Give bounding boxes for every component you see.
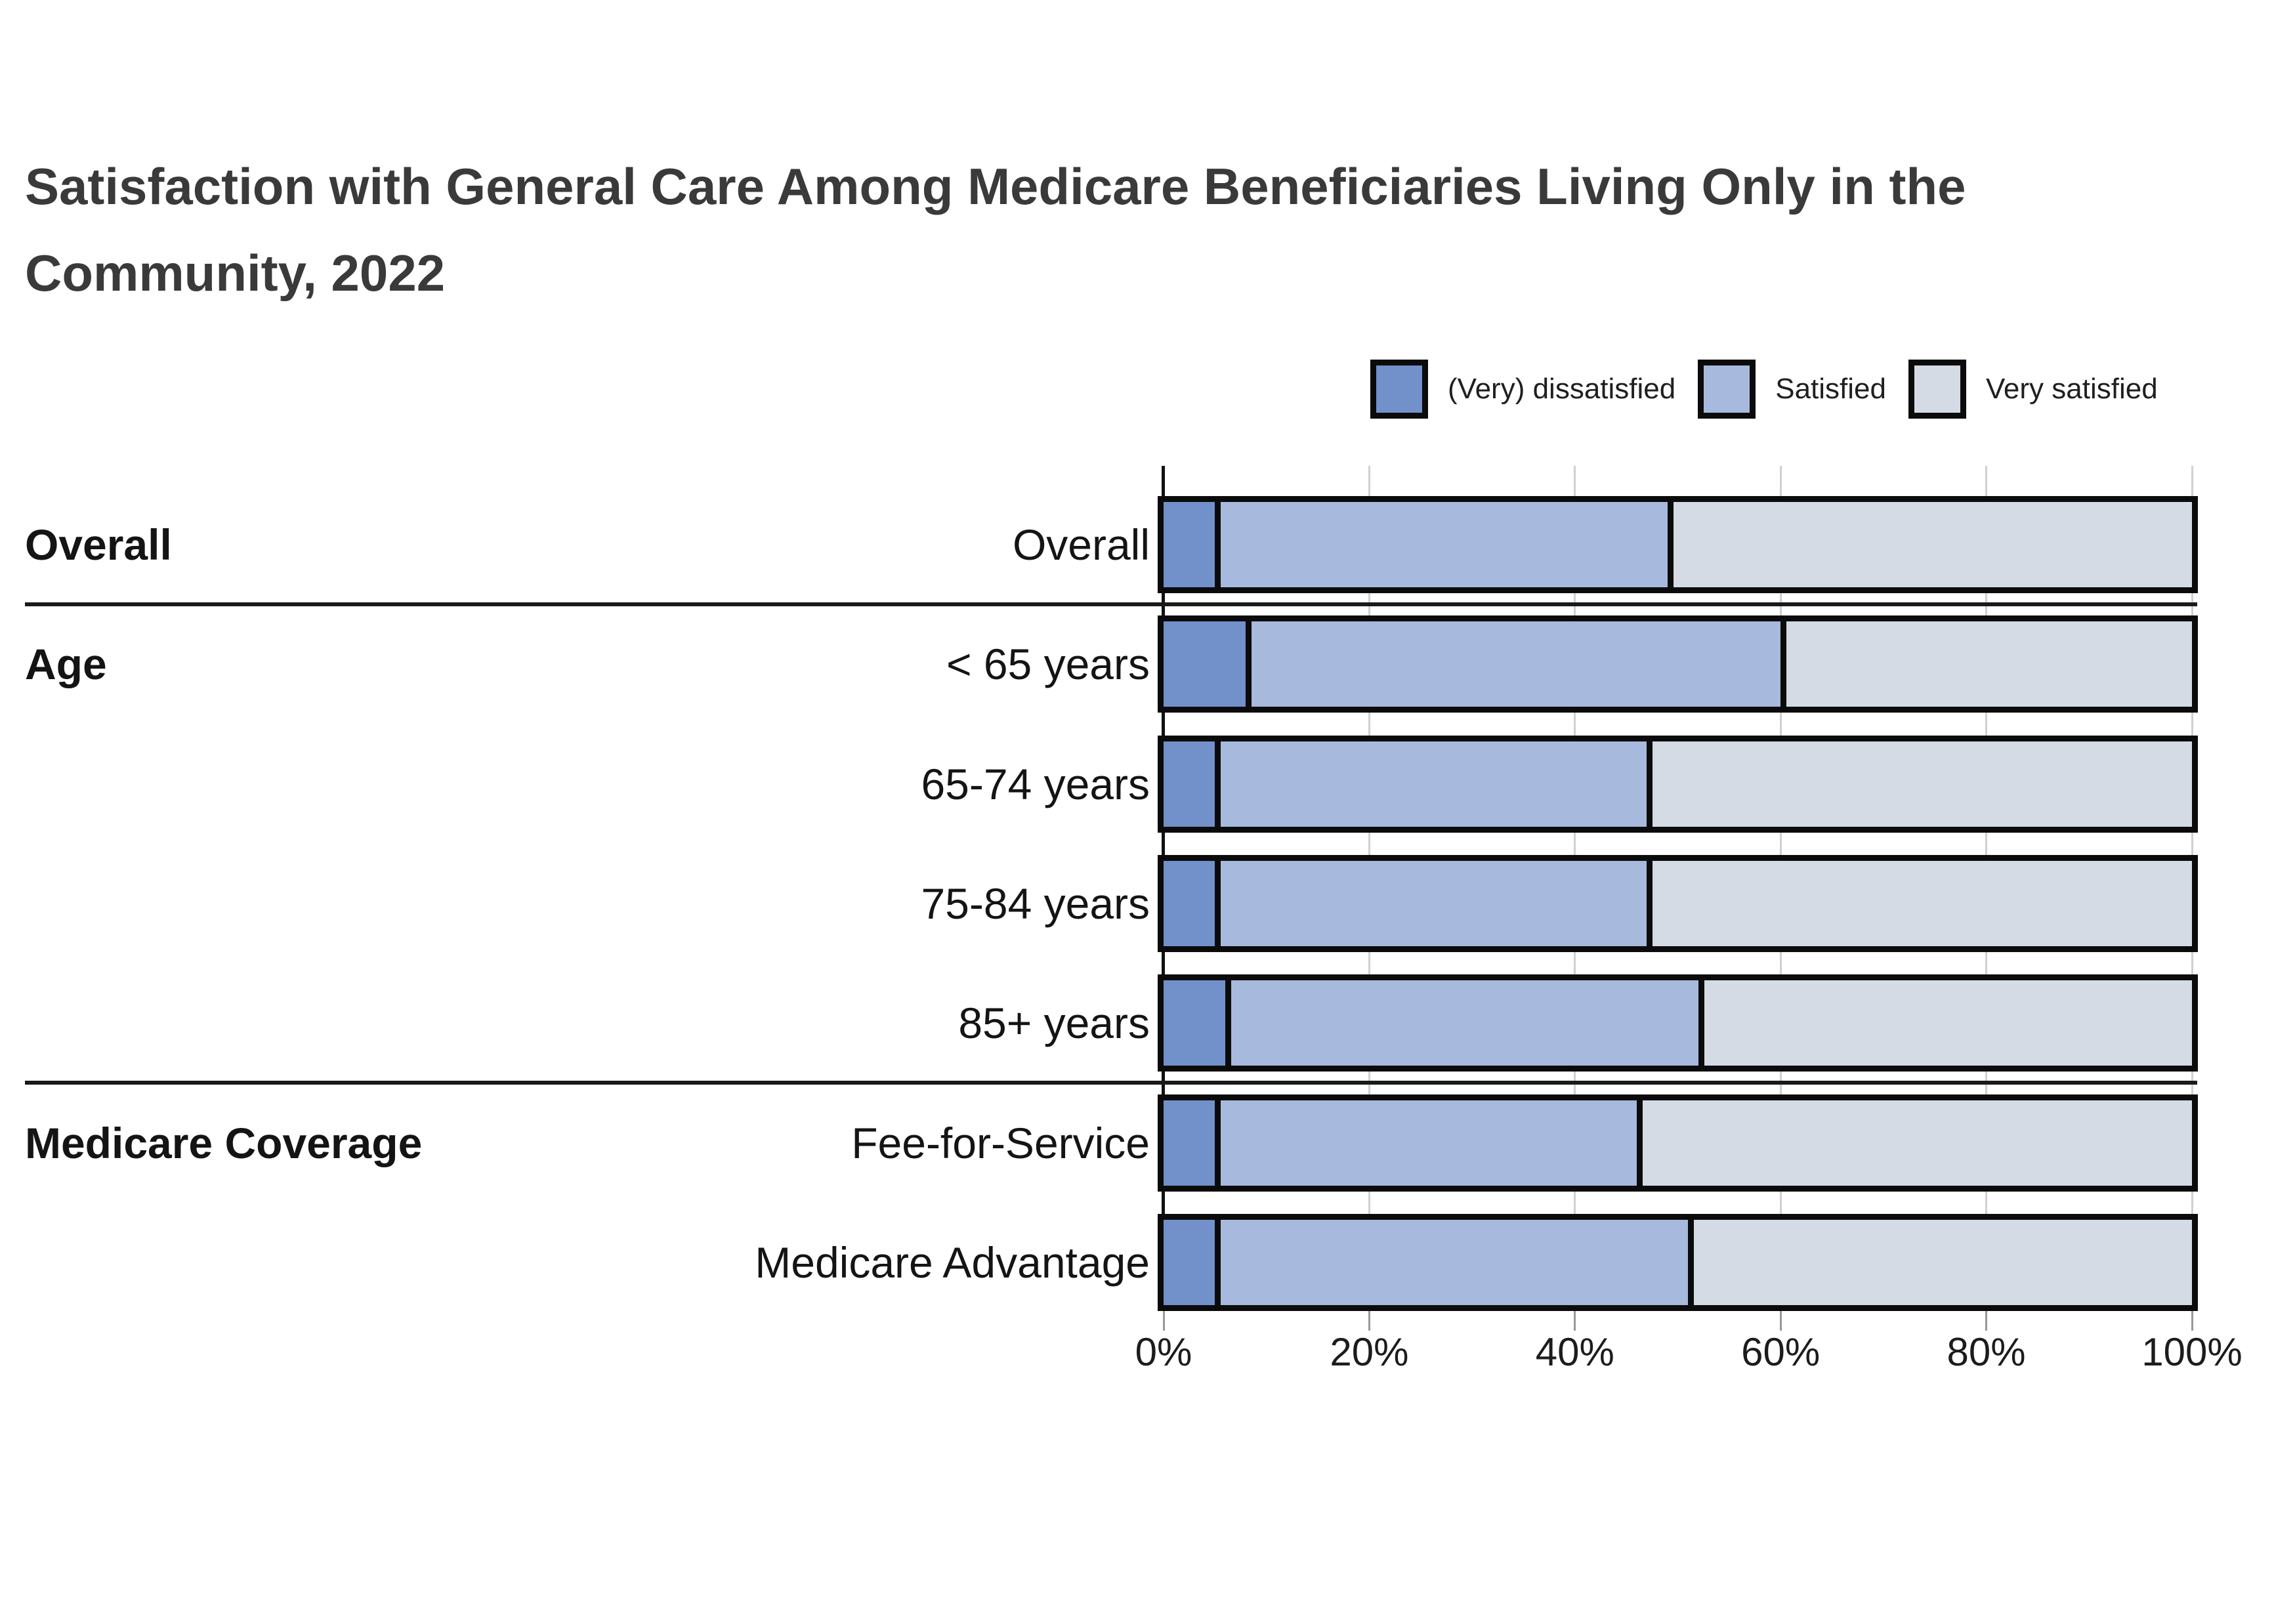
- bar-segment-very_satisfied: [1698, 980, 2192, 1066]
- bar-segment-dissatisfied: [1164, 980, 1226, 1066]
- legend-label: Very satisfied: [1986, 373, 2158, 405]
- bar-segment-satisfied: [1246, 621, 1781, 707]
- bar-segment-very_satisfied: [1636, 1100, 2192, 1186]
- legend-item: Very satisfied: [1908, 360, 2158, 419]
- bar-segment-very_satisfied: [1780, 621, 2192, 707]
- bar-segment-satisfied: [1215, 502, 1668, 587]
- x-tick-20: [1368, 1311, 1370, 1331]
- group-label-age: Age: [25, 640, 107, 689]
- group-label-medicare-coverage: Medicare Coverage: [25, 1118, 423, 1167]
- legend-swatch-icon: [1698, 360, 1756, 419]
- bar-segment-satisfied: [1215, 1219, 1689, 1305]
- group-separator-0: [25, 602, 2197, 607]
- group-separator-1: [25, 1081, 2197, 1085]
- legend-swatch-icon: [1370, 360, 1428, 419]
- x-tick-label-80: 80%: [1947, 1330, 2026, 1374]
- row-label-85-years: 85+ years: [958, 999, 1150, 1048]
- bar-segment-very_satisfied: [1647, 741, 2192, 827]
- legend-label: (Very) dissatisfied: [1448, 373, 1676, 405]
- bar-segment-satisfied: [1215, 860, 1647, 946]
- legend-label: Satisfied: [1775, 373, 1886, 405]
- legend-item: Satisfied: [1698, 360, 1886, 419]
- x-tick-100: [2191, 1311, 2193, 1331]
- bar-segment-dissatisfied: [1164, 1219, 1215, 1305]
- stacked-bar--65-years: [1158, 615, 2198, 713]
- bar-segment-satisfied: [1225, 980, 1698, 1066]
- x-tick-label-100: 100%: [2141, 1330, 2242, 1374]
- row-label-overall: Overall: [1012, 520, 1150, 569]
- legend-item: (Very) dissatisfied: [1370, 360, 1675, 419]
- bar-segment-very_satisfied: [1667, 502, 2192, 587]
- row-label--65-years: < 65 years: [946, 640, 1150, 689]
- bar-segment-satisfied: [1215, 741, 1647, 827]
- bar-segment-very_satisfied: [1647, 860, 2192, 946]
- bar-segment-dissatisfied: [1164, 741, 1215, 827]
- row-label-75-84-years: 75-84 years: [921, 879, 1150, 928]
- x-tick-label-0: 0%: [1135, 1330, 1192, 1374]
- stacked-bar-85-years: [1158, 974, 2198, 1072]
- stacked-bar-overall: [1158, 496, 2198, 593]
- x-tick-label-60: 60%: [1741, 1330, 1821, 1374]
- x-tick-60: [1779, 1311, 1782, 1331]
- row-label-medicare-advantage: Medicare Advantage: [755, 1238, 1150, 1287]
- bar-segment-dissatisfied: [1164, 502, 1215, 587]
- x-tick-label-20: 20%: [1330, 1330, 1409, 1374]
- bar-segment-dissatisfied: [1164, 621, 1246, 707]
- row-label-fee-for-service: Fee-for-Service: [851, 1118, 1150, 1167]
- legend: (Very) dissatisfied Satisfied Very satis…: [1370, 360, 2158, 419]
- row-label-65-74-years: 65-74 years: [921, 759, 1150, 808]
- x-tick-40: [1574, 1311, 1576, 1331]
- bar-segment-dissatisfied: [1164, 1100, 1215, 1186]
- legend-swatch-icon: [1908, 360, 1966, 419]
- bar-segment-very_satisfied: [1688, 1219, 2192, 1305]
- x-tick-80: [1985, 1311, 1988, 1331]
- group-label-overall: Overall: [25, 520, 172, 569]
- x-tick-0: [1162, 1311, 1165, 1331]
- stacked-bar-75-84-years: [1158, 854, 2198, 952]
- bar-segment-satisfied: [1215, 1100, 1637, 1186]
- stacked-bar-fee-for-service: [1158, 1094, 2198, 1192]
- stacked-bar-65-74-years: [1158, 735, 2198, 833]
- bar-segment-dissatisfied: [1164, 860, 1215, 946]
- x-tick-label-40: 40%: [1535, 1330, 1614, 1374]
- chart-title: Satisfaction with General Care Among Med…: [25, 157, 1966, 302]
- stacked-bar-medicare-advantage: [1158, 1213, 2198, 1311]
